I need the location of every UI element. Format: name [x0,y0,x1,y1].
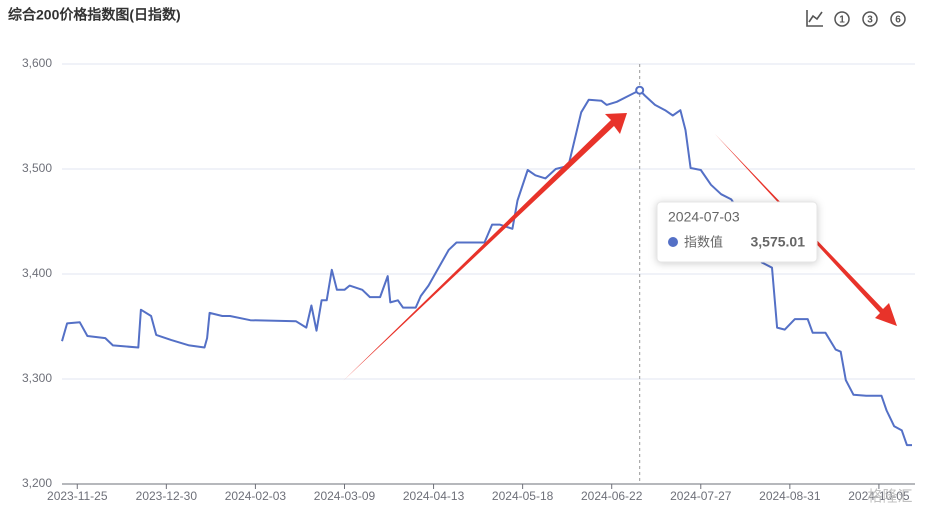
x-tick-label: 2024-02-03 [225,489,287,503]
series-line [61,89,912,447]
x-tick-label: 2024-10-05 [848,489,910,503]
y-tick-label: 3,200 [22,476,52,490]
watermark: 格隆汇 [867,488,912,505]
tooltip-series: 指数值 [684,234,723,249]
y-tick-label: 3,500 [22,161,52,175]
x-tick-label: 2024-05-18 [492,489,554,503]
tooltip-value: 3,575.01 [751,234,806,250]
line-icon[interactable] [806,10,823,27]
x-tick-label: 2024-07-27 [670,489,732,503]
toolbar: 1 3 6 [806,10,906,27]
range-button[interactable] [890,11,906,27]
y-tick-label: 3,400 [22,266,52,280]
tooltip: 2024-07-03 指数值 3,575.01 [656,201,818,263]
x-tick-label: 2024-03-09 [314,489,376,503]
range-button[interactable] [834,11,850,27]
plot-area: 3,200 3,300 3,400 3,500 3,600 2023-11-25 2023-… [22,56,915,503]
y-tick-label: 3,600 [22,56,52,70]
x-tick-label: 2023-11-25 [47,489,108,503]
x-tick-label: 2024-04-13 [403,489,465,503]
tooltip-date: 2024-07-03 [668,209,740,225]
y-tick-label: 3,300 [22,371,52,385]
tooltip-marker [668,237,678,247]
tooltip-box [656,201,818,263]
range-button[interactable] [862,11,878,27]
x-tick-label: 2024-06-22 [581,489,643,503]
chart-title: 综合200价格指数图(日指数) [8,7,181,23]
range-label[interactable]: 1 [839,15,845,26]
x-tick-label: 2024-08-31 [759,489,821,503]
range-label[interactable]: 3 [867,15,873,26]
x-tick-label: 2023-12-30 [136,489,198,503]
annotation-arrow [343,113,627,381]
range-label[interactable]: 6 [895,15,901,26]
hover-point [635,85,645,95]
